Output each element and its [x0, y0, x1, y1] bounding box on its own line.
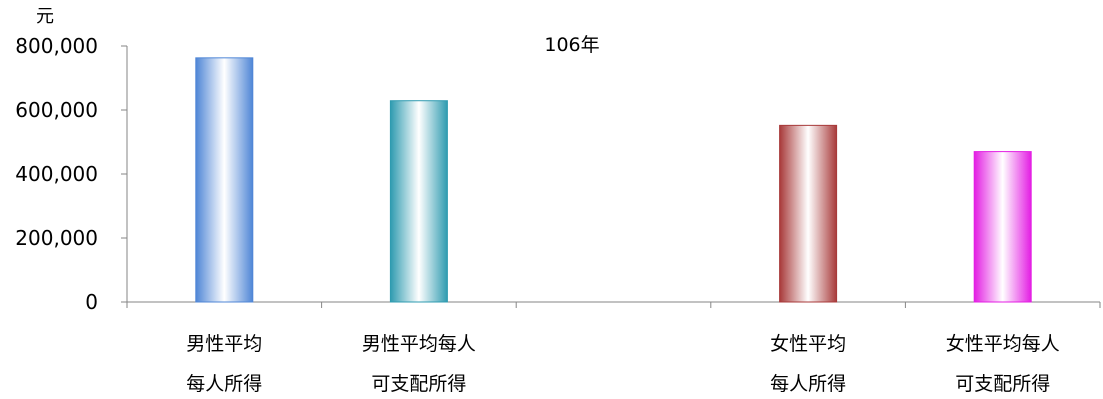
category-label: 男性平均每人 — [362, 333, 476, 355]
category-label: 女性平均 — [770, 333, 846, 355]
category-label: 可支配所得 — [955, 373, 1050, 395]
bar — [779, 124, 838, 303]
y-tick-label: 200,000 — [15, 226, 98, 250]
category-label: 每人所得 — [770, 373, 846, 395]
y-tick-label: 400,000 — [15, 162, 98, 186]
y-tick-label: 600,000 — [15, 98, 98, 122]
category-label: 女性平均每人 — [946, 333, 1060, 355]
unit-label: 元 — [36, 6, 54, 27]
category-label: 可支配所得 — [371, 373, 466, 395]
y-tick-label: 0 — [85, 290, 98, 314]
y-tick-label: 800,000 — [15, 34, 98, 58]
bar — [973, 151, 1032, 303]
category-label: 男性平均 — [186, 333, 262, 355]
chart-title: 106年 — [544, 34, 599, 56]
category-label: 每人所得 — [186, 373, 262, 395]
bar — [195, 57, 254, 303]
bar — [389, 100, 448, 303]
